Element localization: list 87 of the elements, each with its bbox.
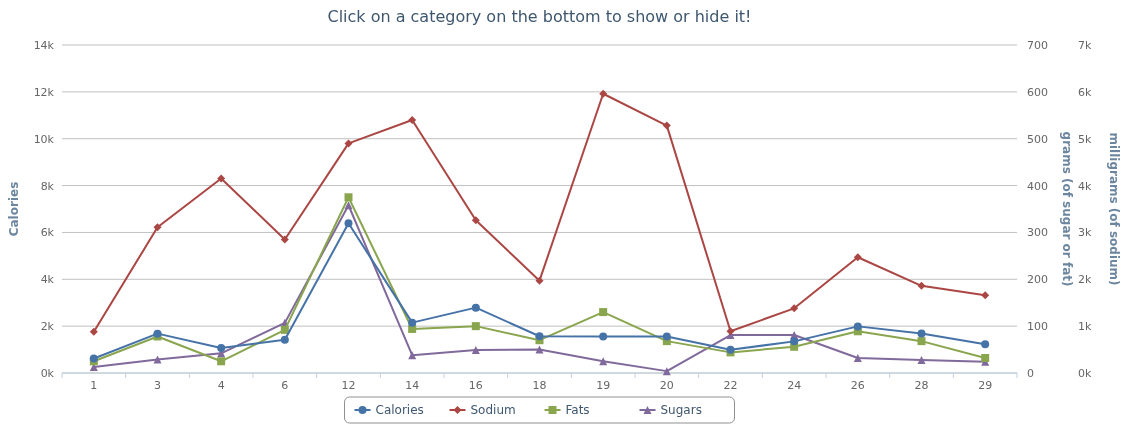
x-tick-label: 29 [978, 379, 993, 392]
point [662, 121, 671, 130]
y-tick-label: 2k [40, 320, 55, 334]
x-tick-label: 24 [787, 379, 802, 392]
y3-tick-label: 0k [1078, 367, 1092, 380]
y3-tick-label: 2k [1078, 273, 1092, 287]
y3-tick-label: 4k [1078, 179, 1092, 193]
point [471, 346, 480, 355]
y-tick-label: 8k [40, 179, 55, 193]
x-tick-label: 19 [596, 379, 611, 392]
y2-tick-label: 200 [1027, 273, 1048, 287]
point [853, 253, 862, 262]
x-tick-label: 16 [468, 379, 483, 392]
y2-tick-label: 400 [1027, 179, 1048, 193]
point [408, 115, 417, 124]
point [853, 322, 862, 331]
point [471, 303, 480, 312]
y2-axis-title: grams (of sugar or fat) [1060, 131, 1074, 287]
x-tick-label: 1 [90, 379, 98, 392]
point [917, 337, 926, 346]
point [471, 216, 480, 225]
point [280, 335, 289, 344]
y3-axis-title: milligrams (of sodium) [1107, 132, 1121, 286]
point [471, 322, 480, 331]
point [790, 304, 799, 313]
point [535, 345, 544, 354]
x-tick-label: 18 [532, 379, 547, 392]
y-tick-label: 12k [33, 85, 55, 99]
point [917, 329, 926, 338]
point [599, 332, 608, 341]
legend-label: Sodium [470, 403, 516, 417]
y2-tick-label: 500 [1027, 132, 1048, 146]
x-tick-label: 4 [217, 379, 225, 392]
point [217, 357, 226, 366]
point [535, 332, 544, 341]
point [599, 308, 608, 317]
y-tick-label: 10k [33, 132, 55, 146]
point [217, 343, 226, 352]
y2-tick-label: 700 [1027, 39, 1048, 52]
point [917, 281, 926, 290]
y-tick-label: 14k [33, 39, 55, 52]
point [790, 337, 799, 346]
y3-tick-label: 3k [1078, 226, 1092, 240]
chart-title: Click on a category on the bottom to show or hide it! [327, 7, 752, 26]
y2-tick-label: 100 [1027, 320, 1048, 334]
point [853, 354, 862, 363]
point [89, 327, 98, 336]
y-tick-label: 0k [40, 367, 55, 380]
y3-tick-label: 7k [1078, 39, 1092, 52]
point [344, 201, 353, 210]
point [599, 89, 608, 98]
point [981, 340, 990, 349]
point [726, 327, 735, 336]
legend-label: Calories [375, 403, 424, 417]
point [535, 276, 544, 285]
x-tick-label: 14 [405, 379, 420, 392]
y2-tick-label: 300 [1027, 226, 1048, 240]
x-tick-label: 12 [341, 379, 356, 392]
x-tick-label: 3 [154, 379, 161, 392]
x-tick-label: 20 [659, 379, 674, 392]
point [662, 332, 671, 341]
y2-tick-label: 0 [1027, 367, 1034, 380]
point [344, 219, 353, 228]
x-tick-label: 6 [281, 379, 289, 392]
point [981, 291, 990, 300]
point [917, 355, 926, 364]
y3-tick-label: 5k [1078, 132, 1092, 146]
y-tick-label: 6k [40, 226, 55, 240]
y-axis-title: Calories [7, 181, 21, 237]
point [280, 235, 289, 244]
y3-tick-label: 6k [1078, 85, 1092, 99]
y-tick-label: 4k [40, 273, 55, 287]
point [217, 174, 226, 183]
x-tick-label: 22 [723, 379, 738, 392]
point [153, 355, 162, 364]
legend-label: Sugars [660, 403, 702, 417]
point [408, 318, 417, 327]
point [280, 325, 289, 334]
y2-tick-label: 600 [1027, 85, 1048, 99]
x-tick-label: 26 [850, 379, 865, 392]
x-tick-label: 28 [914, 379, 929, 392]
point [344, 139, 353, 148]
point [662, 367, 671, 376]
y3-tick-label: 1k [1078, 320, 1092, 334]
legend-label: Fats [565, 403, 590, 417]
point [344, 193, 353, 202]
point [153, 223, 162, 232]
